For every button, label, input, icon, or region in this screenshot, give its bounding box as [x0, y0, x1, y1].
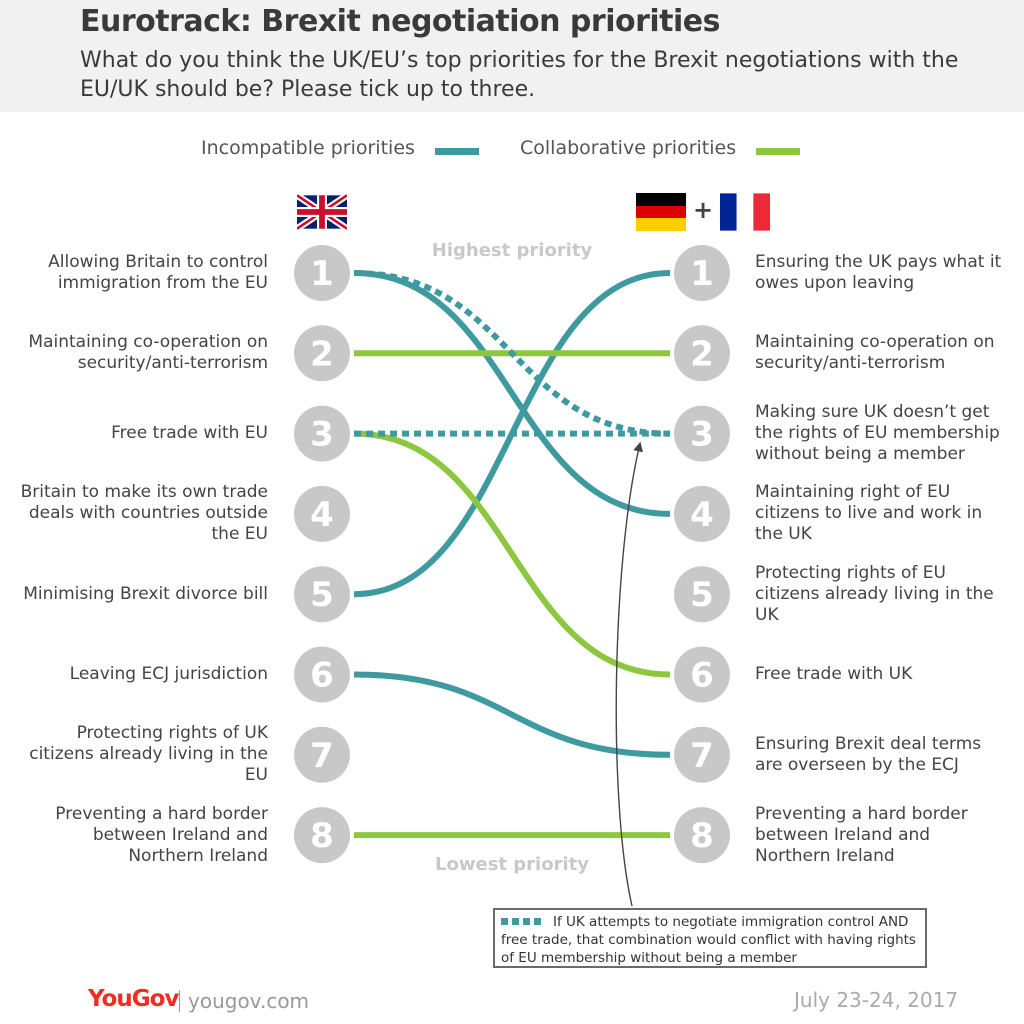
right-rank-badge-6 [674, 646, 730, 703]
left-item-label-8: Preventing a hard border between Ireland… [55, 803, 268, 866]
annotation-note: If UK attempts to negotiate immigration … [493, 908, 927, 968]
france-flag-icon [720, 193, 770, 231]
link-dotted-1-to-3 [353, 270, 671, 437]
legend-incompatible-label: Incompatible priorities [201, 137, 415, 159]
left-item-label-5: Minimising Brexit divorce bill [23, 583, 268, 604]
right-rank-badge-2 [674, 325, 730, 382]
right-item-label-1: Ensuring the UK pays what it owes upon l… [755, 252, 1002, 293]
right-rank-number-1: 1 [690, 254, 714, 294]
yougov-logo: YouGov [88, 986, 179, 1012]
chart-title: Eurotrack: Brexit negotiation priorities [80, 4, 721, 39]
right-rank-number-8: 8 [690, 816, 714, 856]
right-item-label-8: Preventing a hard border between Ireland… [755, 803, 968, 866]
annotation-note-text: If UK attempts to negotiate immigration … [501, 914, 916, 966]
right-rank-badge-8 [674, 807, 730, 864]
uk-flag-icon [297, 193, 347, 231]
right-item-label-3: Making sure UK doesn’t get the rights of… [755, 402, 1000, 465]
right-rank-number-7: 7 [690, 736, 714, 776]
right-rank-number-2: 2 [690, 334, 714, 374]
germany-flag-icon [636, 193, 686, 231]
left-rank-number-2: 2 [310, 334, 334, 374]
right-rank-badge-4 [674, 485, 730, 542]
link-solid-3-to-6 [353, 430, 671, 678]
left-item-label-1: Allowing Britain to control immigration … [48, 252, 268, 293]
link-solid-1-to-4 [353, 270, 671, 517]
right-item-label-4: Maintaining right of EU citizens to live… [755, 482, 983, 545]
right-item-label-7: Ensuring Brexit deal terms are overseen … [755, 733, 982, 775]
left-rank-badge-3 [294, 405, 350, 462]
left-rank-badge-8 [294, 807, 350, 864]
dotted-line-key [501, 918, 545, 925]
header: Eurotrack: Brexit negotiation priorities… [0, 0, 1024, 112]
survey-date: July 23-24, 2017 [794, 988, 959, 1012]
left-rank-number-8: 8 [310, 816, 334, 856]
legend-collaborative-swatch [756, 148, 800, 155]
right-item-label-6: Free trade with UK [755, 664, 913, 684]
plus-sign: + [693, 196, 714, 224]
left-rank-number-4: 4 [310, 495, 334, 535]
link-solid-6-to-7 [353, 671, 671, 758]
logo-divider [179, 990, 180, 1012]
left-item-label-7: Protecting rights of UK citizens already… [29, 723, 268, 786]
left-rank-badge-7 [294, 726, 350, 783]
right-rank-badge-5 [674, 566, 730, 623]
legend-incompatible-swatch [435, 148, 479, 155]
left-item-label-6: Leaving ECJ jurisdiction [69, 664, 268, 684]
left-item-label-3: Free trade with EU [111, 423, 268, 444]
right-rank-number-4: 4 [690, 495, 714, 535]
left-rank-number-7: 7 [310, 736, 334, 776]
left-rank-number-3: 3 [310, 415, 334, 455]
right-rank-number-5: 5 [690, 575, 714, 615]
left-rank-badge-1 [294, 245, 350, 301]
left-rank-badge-5 [294, 566, 350, 623]
right-item-label-2: Maintaining co-operation on security/ant… [755, 332, 995, 374]
annotation-arrow [615, 441, 643, 907]
chart-subtitle: What do you think the UK/EU’s top priori… [80, 48, 959, 102]
lowest-priority-label: Lowest priority [435, 854, 589, 875]
right-rank-badge-1 [674, 245, 730, 301]
site-url: yougov.com [188, 989, 310, 1013]
left-rank-number-1: 1 [310, 254, 334, 294]
right-rank-number-6: 6 [690, 656, 714, 696]
right-rank-badge-3 [674, 405, 730, 462]
left-rank-badge-2 [294, 325, 350, 382]
left-rank-badge-6 [294, 646, 350, 703]
highest-priority-label: Highest priority [431, 240, 593, 261]
left-rank-number-5: 5 [310, 575, 334, 615]
left-rank-badge-4 [294, 485, 350, 542]
legend-collaborative-label: Collaborative priorities [520, 137, 737, 159]
right-item-label-5: Protecting rights of EU citizens already… [755, 562, 994, 625]
left-rank-number-6: 6 [310, 656, 334, 696]
left-item-label-4: Britain to make its own trade deals with… [20, 482, 268, 545]
right-rank-number-3: 3 [690, 415, 714, 455]
right-rank-badge-7 [674, 726, 730, 783]
left-item-label-2: Maintaining co-operation on security/ant… [28, 332, 268, 374]
